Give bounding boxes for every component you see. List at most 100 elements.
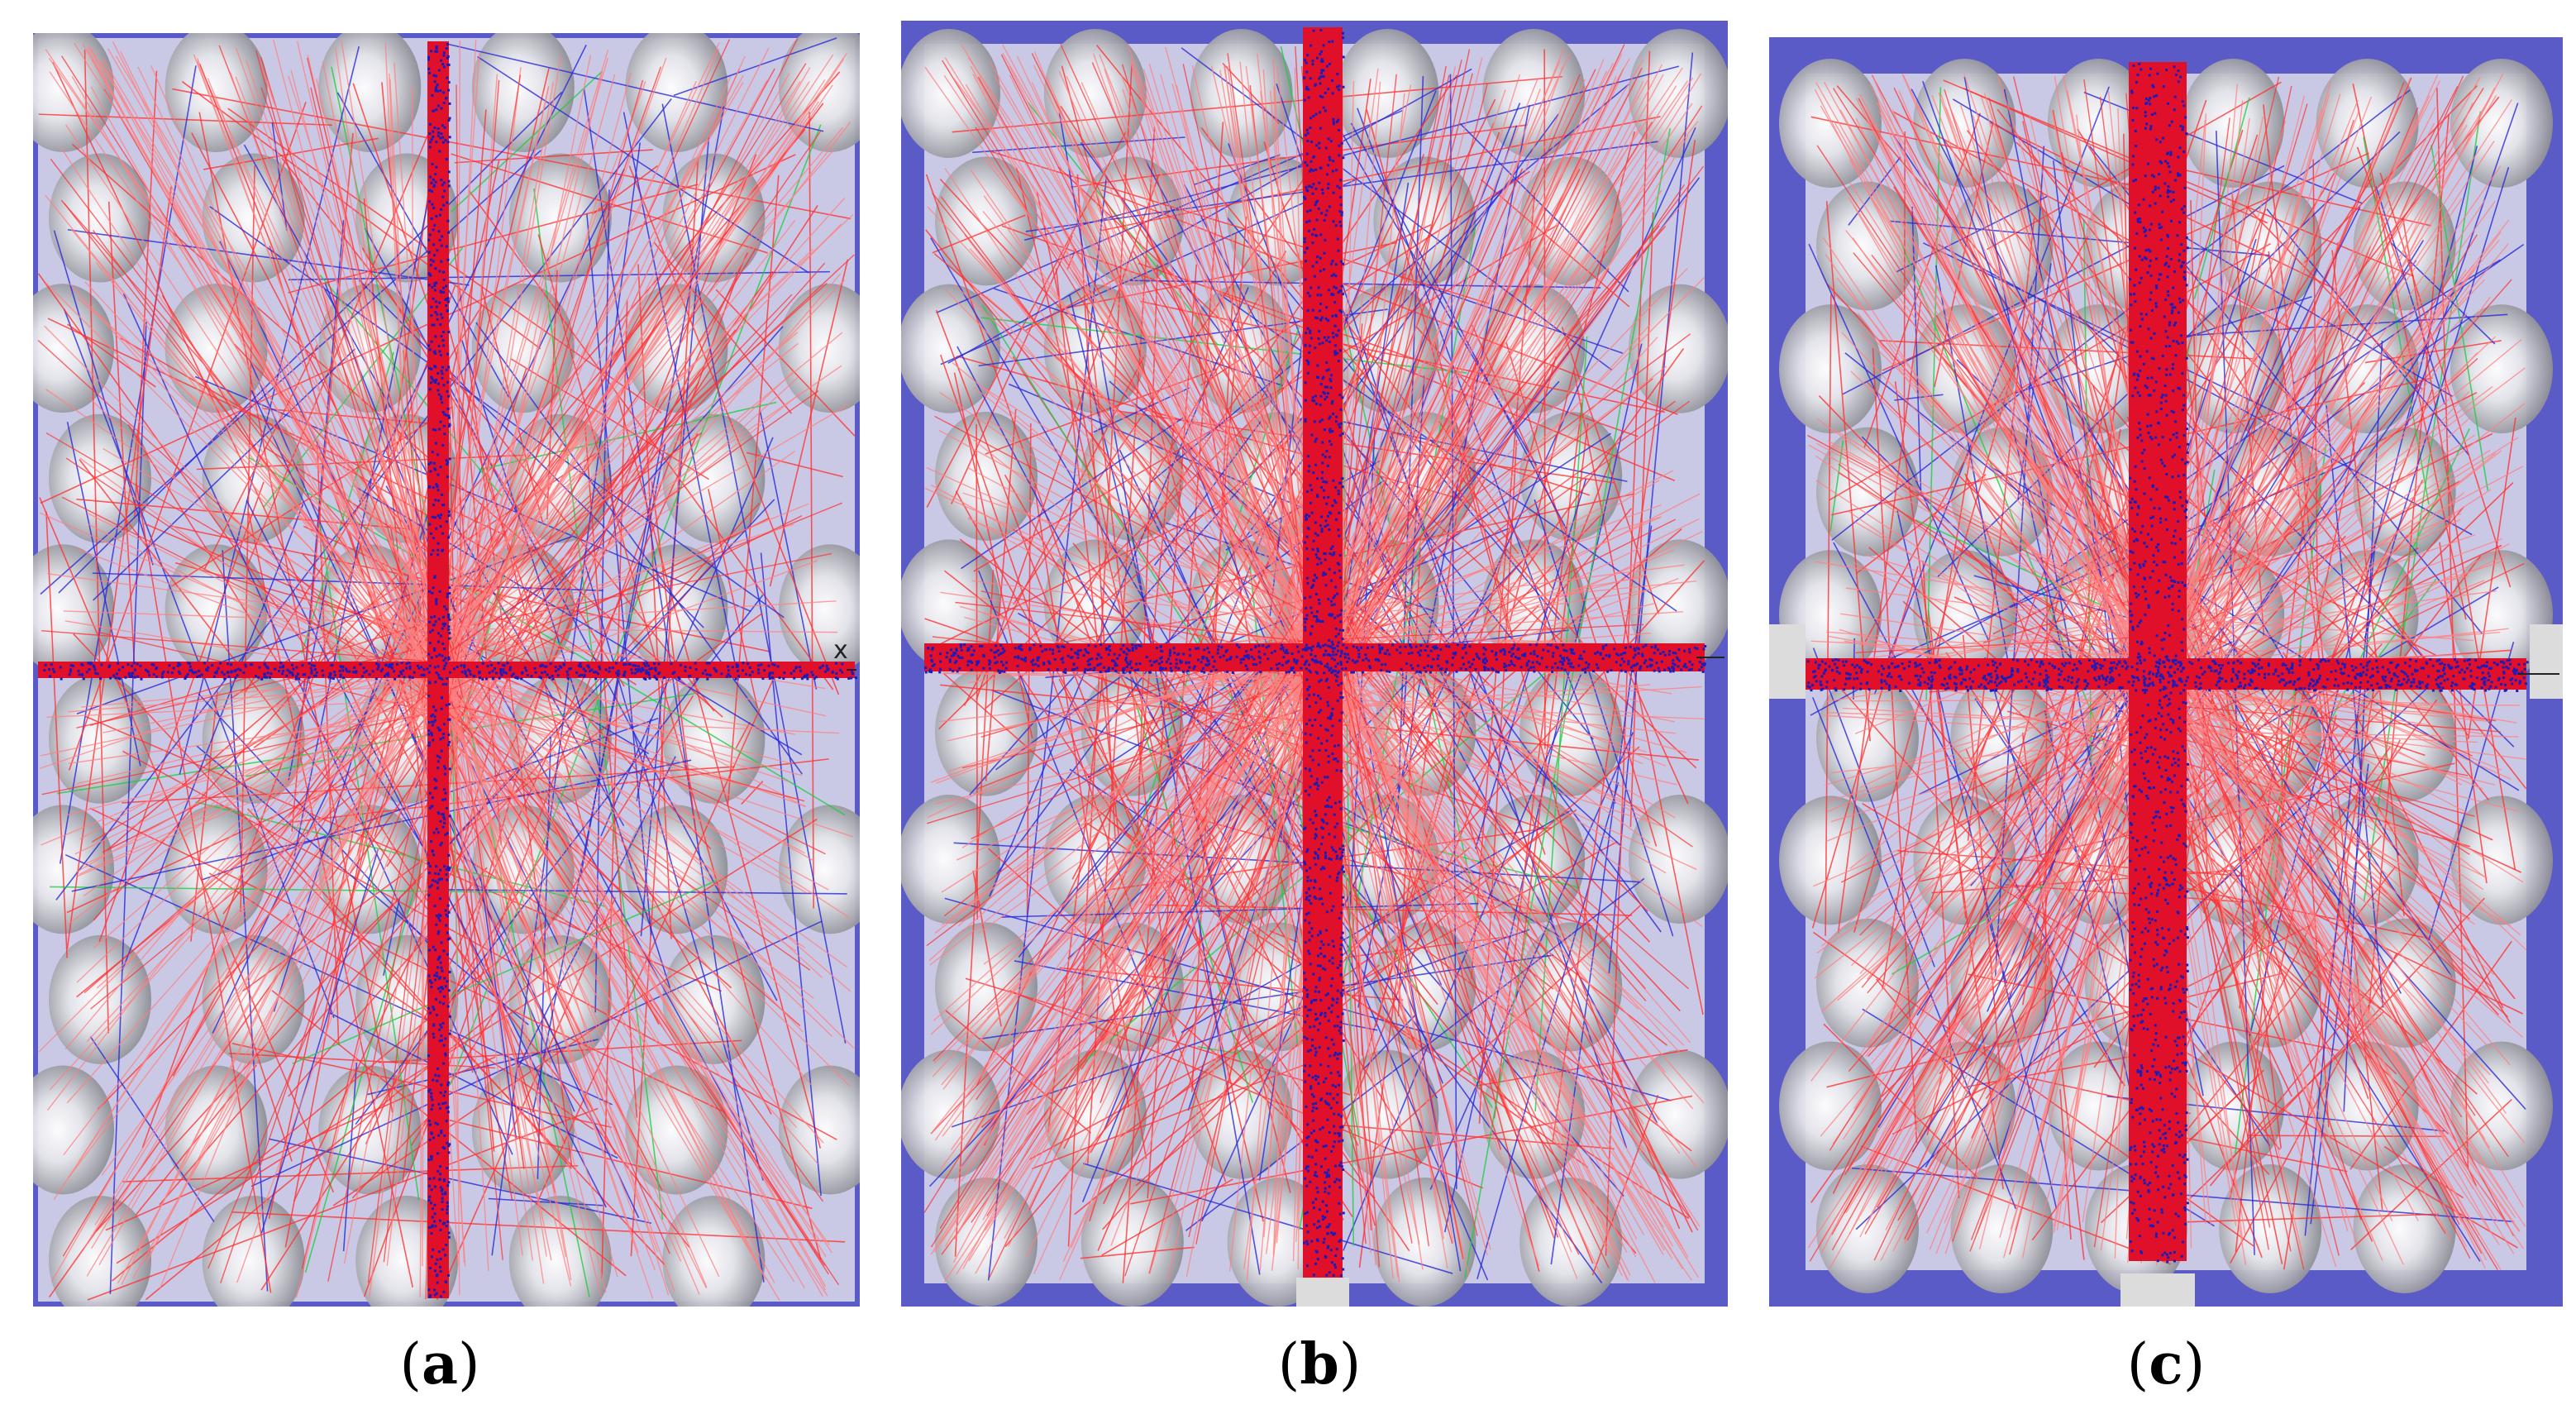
channel-speck xyxy=(1340,1115,1343,1118)
channel-speck xyxy=(646,662,649,665)
channel-speck xyxy=(637,668,640,671)
ray xyxy=(1176,84,1303,666)
channel-speck xyxy=(503,664,506,667)
ray xyxy=(460,38,799,716)
channel-speck xyxy=(1324,480,1327,484)
channel-speck xyxy=(1701,670,1705,673)
channel-speck xyxy=(1381,646,1384,649)
channel-speck xyxy=(446,1208,449,1211)
channel-speck xyxy=(1128,662,1132,666)
channel-speck xyxy=(1338,628,1342,632)
channel-speck xyxy=(440,1131,443,1135)
channel-speck xyxy=(1282,649,1286,652)
channel-speck xyxy=(1333,1125,1336,1128)
channel-speck xyxy=(1315,234,1319,237)
channel-speck xyxy=(333,671,336,674)
channel-speck xyxy=(1641,652,1644,656)
channel-speck xyxy=(1148,671,1152,674)
channel-speck xyxy=(512,672,515,676)
channel-speck xyxy=(446,718,450,721)
channel-speck xyxy=(1319,52,1322,55)
ray xyxy=(2143,389,2433,1162)
channel-speck xyxy=(448,457,451,461)
channel-speck xyxy=(1313,275,1316,278)
channel-speck xyxy=(429,381,432,385)
channel-speck xyxy=(1378,649,1381,652)
channel-speck xyxy=(1073,667,1076,671)
ray xyxy=(1476,781,1620,1279)
ray xyxy=(2167,685,2305,1270)
ray xyxy=(453,121,852,640)
channel-speck xyxy=(435,914,438,917)
channel-speck xyxy=(1320,826,1324,829)
channel-speck xyxy=(565,670,569,673)
ray xyxy=(1925,87,1942,700)
channel-speck xyxy=(1329,717,1333,720)
ray xyxy=(2356,146,2405,280)
ray xyxy=(271,990,627,1277)
channel-speck xyxy=(1290,652,1294,656)
ray xyxy=(2178,533,2476,641)
channel-speck xyxy=(1335,652,1338,656)
channel-speck xyxy=(428,791,432,795)
channel-speck xyxy=(1329,430,1332,433)
channel-speck xyxy=(427,251,431,254)
ray xyxy=(620,839,772,1115)
channel-speck xyxy=(1094,645,1097,648)
channel-speck xyxy=(438,238,441,241)
channel-speck xyxy=(1467,661,1471,664)
channel-speck xyxy=(1060,657,1063,661)
channel-speck xyxy=(1308,939,1311,942)
channel-speck xyxy=(678,677,681,681)
channel-speck xyxy=(1321,902,1324,905)
channel-speck xyxy=(1307,1073,1310,1077)
channel-speck xyxy=(1086,663,1090,666)
channel-speck xyxy=(408,665,412,668)
channel-speck xyxy=(432,380,436,383)
channel-speck xyxy=(1532,666,1535,669)
channel-speck xyxy=(1124,658,1128,662)
ray xyxy=(1324,613,1689,1259)
channel-speck xyxy=(653,675,656,678)
channel-speck xyxy=(727,665,730,668)
channel-speck xyxy=(551,674,554,677)
channel-speck xyxy=(1226,670,1229,673)
channel-speck xyxy=(1448,645,1451,648)
channel-speck xyxy=(431,591,434,595)
channel-speck xyxy=(436,104,440,108)
channel-speck xyxy=(432,549,435,552)
ray xyxy=(1300,690,1580,1255)
channel-speck xyxy=(447,514,451,518)
ray xyxy=(1001,44,1320,635)
channel-speck xyxy=(1314,834,1318,838)
channel-speck xyxy=(1326,666,1329,669)
channel-speck xyxy=(1341,854,1344,858)
channel-speck xyxy=(441,1021,445,1025)
channel-speck xyxy=(1309,337,1313,340)
channel-speck xyxy=(966,649,969,652)
channel-speck xyxy=(1342,870,1345,873)
ray xyxy=(2157,403,2526,690)
channel-speck xyxy=(1316,294,1319,297)
channel-speck xyxy=(1316,256,1319,259)
channel-speck xyxy=(436,313,439,316)
channel-speck xyxy=(445,284,448,288)
channel-speck xyxy=(989,667,992,671)
channel-speck xyxy=(430,1188,433,1192)
channel-speck xyxy=(970,645,973,648)
channel-speck xyxy=(440,244,443,247)
channel-speck xyxy=(1501,647,1505,651)
channel-speck xyxy=(1314,593,1318,596)
channel-speck xyxy=(433,647,436,650)
channel-speck xyxy=(1324,1256,1328,1259)
channel-speck xyxy=(966,647,970,650)
channel-speck xyxy=(1338,1186,1342,1189)
ray xyxy=(288,867,488,1097)
channel-speck xyxy=(1329,891,1332,895)
ray xyxy=(101,687,460,1176)
channel-speck xyxy=(1338,534,1341,538)
channel-speck xyxy=(1331,707,1334,710)
channel-speck xyxy=(446,1083,450,1087)
channel-speck xyxy=(445,368,448,371)
channel-speck xyxy=(1114,669,1118,672)
